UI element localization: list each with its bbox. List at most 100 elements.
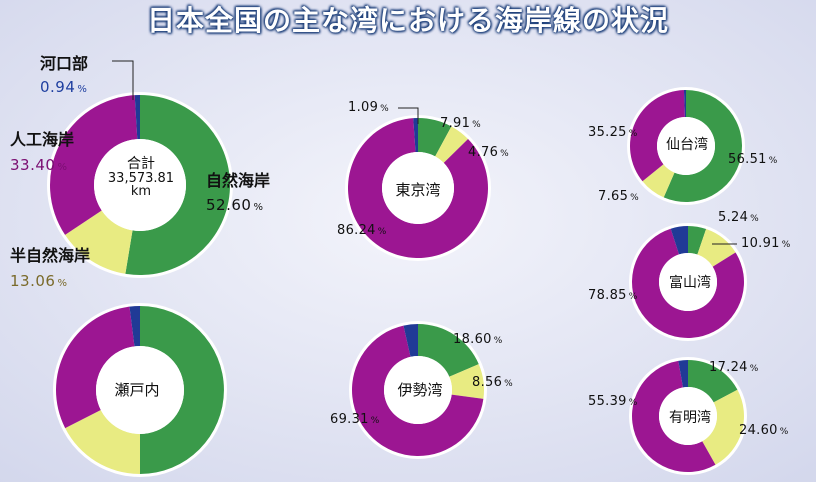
tokyo-semi-natural-pct: 4.76% — [468, 146, 509, 159]
slice-setonaikai-semi-natural — [65, 409, 140, 474]
estuary-value: 0.94 — [40, 78, 76, 96]
donut-toyama — [629, 223, 747, 341]
ariake-semi-natural-pct: 24.60% — [739, 424, 789, 437]
sendai-semi-natural-unit: % — [630, 193, 640, 203]
slice-sendai-semi-natural — [642, 164, 675, 198]
donut-hole-total — [94, 139, 186, 231]
label-semi-natural-name: 半自然海岸 — [10, 246, 91, 265]
slice-total-semi-natural — [65, 210, 133, 274]
ise-semi-natural-pct: 8.56% — [472, 376, 513, 389]
slice-ise-estuary — [403, 324, 418, 357]
donut-hole-sendai — [657, 117, 715, 175]
toyama-natural-value: 5.24 — [718, 210, 749, 225]
total-value: 33,573.81 — [107, 170, 175, 186]
tokyo-natural-value: 7.91 — [440, 116, 471, 131]
slice-total-artificial — [49, 95, 138, 235]
donut-ariake — [629, 357, 747, 475]
label-artificial-pct: 33.40% — [10, 158, 67, 173]
tokyo-estuary-unit: % — [380, 104, 390, 114]
slice-total-estuary — [134, 95, 140, 140]
label-artificial-name: 人工海岸 — [10, 130, 75, 149]
page-title: 日本全国の主な湾における海岸線の状況 — [146, 4, 669, 37]
ariake-artificial-unit: % — [628, 398, 638, 408]
setonaikai-center-label: 瀬戸内 — [114, 381, 160, 399]
slice-toyama-artificial — [631, 228, 744, 339]
slice-ise-artificial — [352, 325, 484, 457]
toyama-semi-natural-pct: 10.91% — [741, 237, 791, 250]
tokyo-center-label: 東京湾 — [395, 181, 441, 199]
sendai-natural-pct: 56.51% — [728, 153, 778, 166]
toyama-artificial-value: 78.85 — [588, 288, 627, 303]
leader-line-0 — [112, 60, 134, 100]
ise-natural-pct: 18.60% — [453, 333, 503, 346]
ariake-natural-unit: % — [749, 364, 759, 374]
natural-unit: % — [253, 202, 264, 213]
ise-artificial-unit: % — [370, 416, 380, 426]
slice-setonaikai-natural — [140, 306, 224, 474]
artificial-value: 33.40 — [10, 156, 56, 174]
tokyo-artificial-pct: 86.24% — [337, 224, 387, 237]
slice-setonaikai-artificial — [55, 306, 135, 429]
donut-tokyo — [345, 115, 491, 261]
tokyo-estuary-value: 1.09 — [348, 100, 379, 115]
slice-ise-semi-natural — [449, 364, 484, 399]
label-semi-natural-pct: 13.06% — [10, 274, 67, 289]
ise-center-label: 伊勢湾 — [397, 381, 443, 399]
donut-ise — [349, 321, 487, 459]
sendai-semi-natural-value: 7.65 — [598, 189, 629, 204]
slice-tokyo-natural — [418, 118, 452, 157]
label-natural-pct: 52.60% — [206, 198, 263, 213]
semi-natural-value: 13.06 — [10, 272, 56, 290]
donut-sendai — [627, 87, 745, 205]
slice-setonaikai-estuary — [129, 306, 140, 347]
donut-hole-tokyo — [382, 152, 454, 224]
natural-value: 52.60 — [206, 196, 252, 214]
slice-sendai-natural — [663, 90, 742, 202]
total-unit: km — [130, 184, 152, 200]
ise-natural-unit: % — [493, 336, 503, 346]
sendai-natural-value: 56.51 — [728, 152, 767, 167]
toyama-natural-unit: % — [750, 214, 760, 224]
slice-ariake-natural — [688, 360, 738, 403]
leader-line-1 — [398, 107, 419, 124]
slice-sendai-artificial — [630, 90, 685, 182]
slice-ariake-semi-natural — [702, 389, 745, 465]
ise-artificial-pct: 69.31% — [330, 413, 380, 426]
ariake-artificial-value: 55.39 — [588, 394, 627, 409]
slice-ariake-artificial — [632, 360, 716, 472]
toyama-artificial-pct: 78.85% — [588, 289, 638, 302]
donut-hole-toyama — [659, 253, 717, 311]
label-estuary-pct: 0.94% — [40, 80, 87, 95]
semi-natural-unit: % — [57, 278, 68, 289]
slice-total-natural — [125, 95, 230, 275]
toyama-semi-natural-unit: % — [781, 240, 791, 250]
artificial-unit: % — [57, 162, 68, 173]
donut-hole-ariake — [659, 387, 717, 445]
label-estuary-name: 河口部 — [40, 54, 89, 73]
ariake-semi-natural-unit: % — [779, 427, 789, 437]
total-label: 合計 — [127, 156, 155, 172]
ise-semi-natural-value: 8.56 — [472, 375, 503, 390]
ise-artificial-value: 69.31 — [330, 412, 369, 427]
total-center: 合計 33,573.81 km — [96, 157, 186, 199]
ise-natural-value: 18.60 — [453, 332, 492, 347]
tokyo-semi-natural-unit: % — [500, 149, 510, 159]
sendai-semi-natural-pct: 7.65% — [598, 190, 639, 203]
slice-toyama-natural — [688, 226, 707, 255]
ise-semi-natural-unit: % — [504, 379, 514, 389]
tokyo-artificial-value: 86.24 — [337, 223, 376, 238]
donut-total — [47, 92, 233, 278]
toyama-center-label: 富山湾 — [669, 275, 711, 291]
donut-setonaikai — [53, 303, 227, 477]
toyama-semi-natural-value: 10.91 — [741, 236, 780, 251]
slice-ise-natural — [418, 324, 479, 377]
toyama-natural-pct: 5.24% — [718, 211, 759, 224]
estuary-unit: % — [77, 84, 88, 95]
tokyo-natural-unit: % — [472, 120, 482, 130]
tokyo-semi-natural-value: 4.76 — [468, 145, 499, 160]
sendai-artificial-unit: % — [628, 129, 638, 139]
ariake-artificial-pct: 55.39% — [588, 395, 638, 408]
slice-toyama-semi-natural — [697, 229, 736, 267]
